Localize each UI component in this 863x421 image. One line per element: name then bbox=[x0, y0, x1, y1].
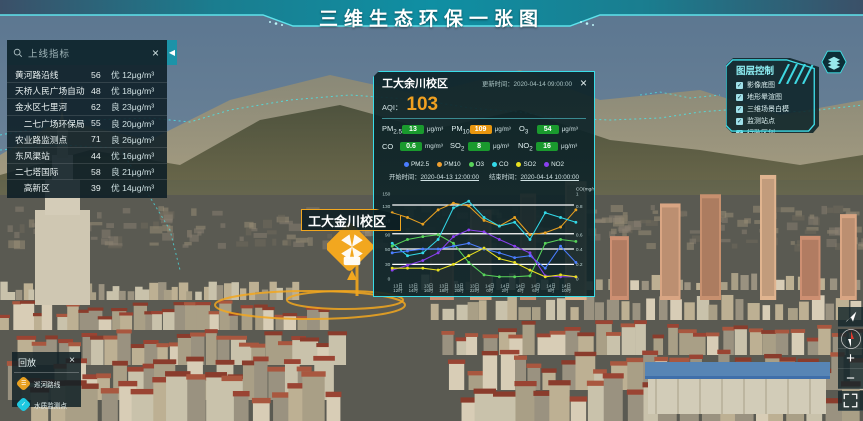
svg-text:10时: 10时 bbox=[562, 287, 572, 293]
svg-text:0.6: 0.6 bbox=[576, 233, 583, 239]
svg-text:16时: 16时 bbox=[424, 287, 434, 293]
svg-text:12时: 12时 bbox=[393, 287, 403, 293]
svg-text:0: 0 bbox=[388, 277, 391, 283]
svg-text:30: 30 bbox=[385, 262, 391, 268]
svg-text:4时: 4时 bbox=[517, 287, 524, 293]
svg-text:20时: 20时 bbox=[455, 287, 465, 293]
svg-text:18时: 18时 bbox=[439, 287, 449, 293]
svg-text:14时: 14时 bbox=[409, 287, 419, 293]
svg-text:6时: 6时 bbox=[532, 287, 539, 293]
svg-text:90: 90 bbox=[385, 233, 391, 239]
svg-text:0.4: 0.4 bbox=[576, 247, 583, 253]
svg-text:1: 1 bbox=[576, 191, 579, 197]
svg-text:130: 130 bbox=[382, 204, 390, 210]
svg-text:22时: 22时 bbox=[470, 287, 480, 293]
svg-text:CO(mg/m³): CO(mg/m³) bbox=[576, 187, 595, 193]
svg-text:150: 150 bbox=[382, 191, 390, 197]
svg-text:0时: 0时 bbox=[486, 287, 493, 293]
svg-text:2时: 2时 bbox=[502, 287, 509, 293]
svg-text:8时: 8时 bbox=[548, 287, 555, 293]
svg-text:50: 50 bbox=[385, 247, 391, 253]
